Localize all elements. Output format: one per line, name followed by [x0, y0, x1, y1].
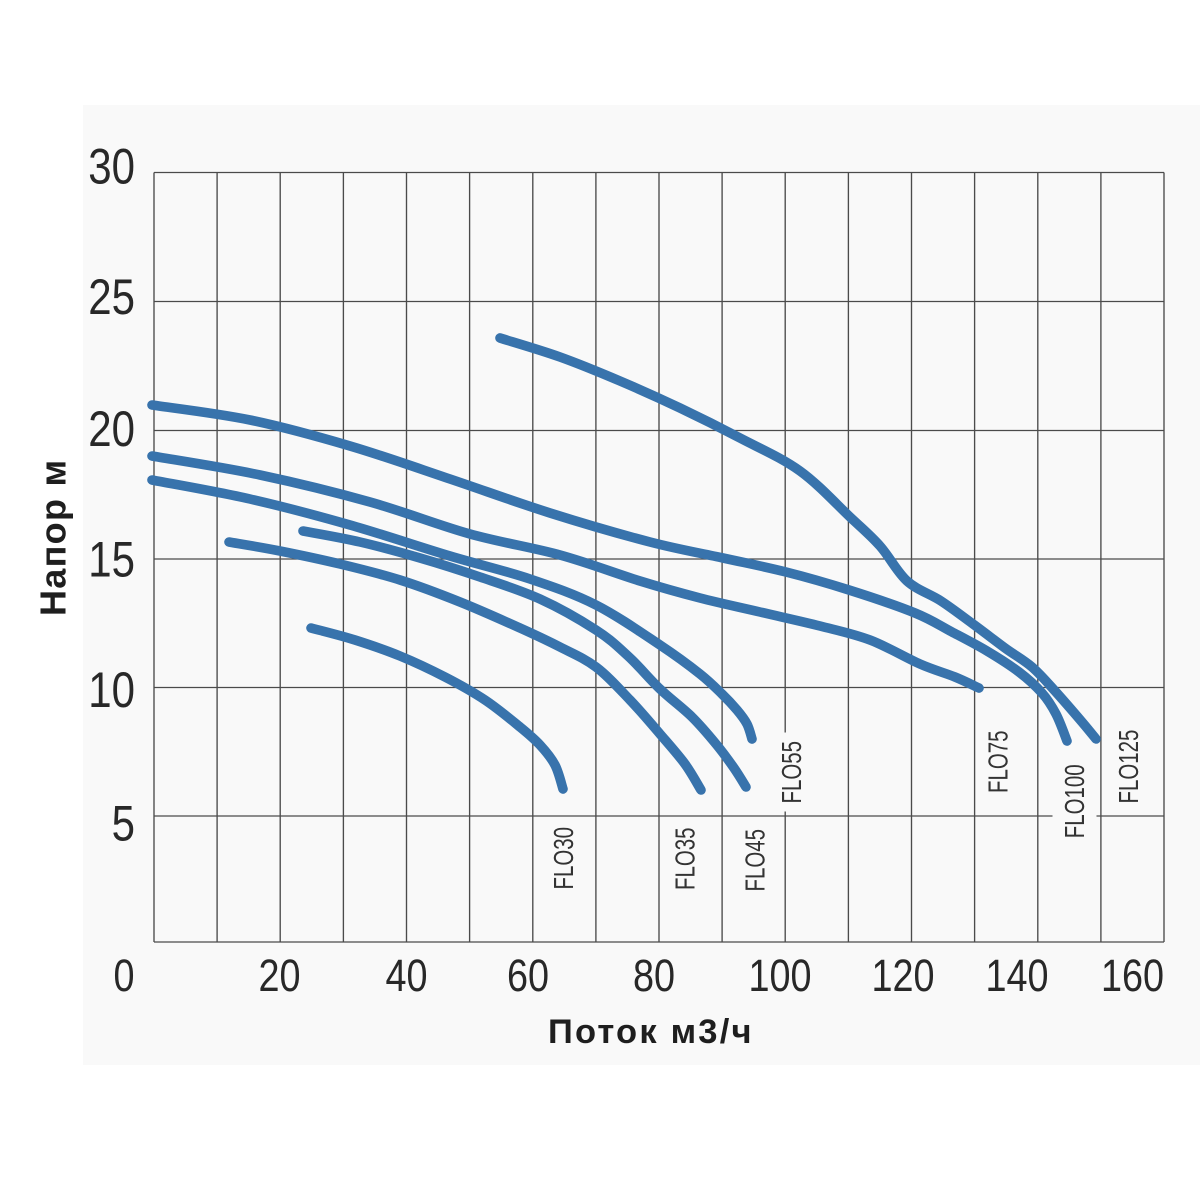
svg-text:FLO100: FLO100: [1060, 764, 1091, 838]
svg-text:15: 15: [88, 531, 135, 587]
svg-text:FLO30: FLO30: [549, 827, 580, 889]
svg-text:60: 60: [507, 950, 549, 1001]
svg-text:160: 160: [1101, 950, 1164, 1001]
svg-text:140: 140: [985, 950, 1048, 1001]
svg-text:20: 20: [88, 401, 135, 457]
svg-text:40: 40: [385, 950, 427, 1001]
svg-text:10: 10: [88, 662, 135, 718]
svg-text:Напор м: Напор м: [33, 459, 74, 616]
svg-text:FLO75: FLO75: [984, 731, 1015, 793]
svg-text:FLO35: FLO35: [671, 828, 702, 890]
svg-text:80: 80: [633, 950, 675, 1001]
svg-text:25: 25: [88, 269, 135, 325]
svg-text:Поток м3/ч: Поток м3/ч: [548, 1013, 754, 1051]
svg-text:20: 20: [258, 950, 300, 1001]
svg-text:0: 0: [113, 950, 134, 1001]
svg-text:120: 120: [871, 950, 934, 1001]
svg-text:30: 30: [88, 138, 135, 194]
svg-text:100: 100: [748, 950, 811, 1001]
svg-text:FLO45: FLO45: [741, 829, 772, 891]
svg-text:FLO125: FLO125: [1114, 730, 1145, 804]
svg-text:FLO55: FLO55: [777, 741, 808, 803]
svg-text:5: 5: [112, 795, 135, 851]
